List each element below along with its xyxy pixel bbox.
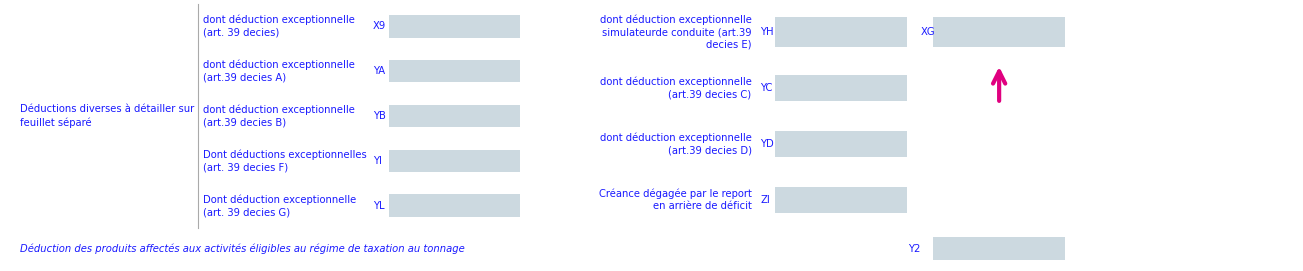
Text: YA: YA <box>373 66 386 76</box>
FancyBboxPatch shape <box>775 75 907 101</box>
Text: Créance dégagée par le report
en arrière de déficit: Créance dégagée par le report en arrière… <box>599 189 752 211</box>
FancyBboxPatch shape <box>775 131 907 157</box>
FancyBboxPatch shape <box>390 150 520 172</box>
Text: dont déduction exceptionnelle
(art. 39 decies): dont déduction exceptionnelle (art. 39 d… <box>203 15 354 38</box>
Text: YD: YD <box>761 139 774 149</box>
Text: dont déduction exceptionnelle
(art.39 decies A): dont déduction exceptionnelle (art.39 de… <box>203 60 354 83</box>
Text: dont déduction exceptionnelle
simulateurde conduite (art.39
decies E): dont déduction exceptionnelle simulateur… <box>599 14 752 50</box>
Text: YL: YL <box>373 201 384 211</box>
Text: ZI: ZI <box>761 195 770 205</box>
Text: X9: X9 <box>373 21 387 31</box>
Text: Y2: Y2 <box>908 244 920 253</box>
FancyBboxPatch shape <box>933 237 1065 260</box>
Text: dont déduction exceptionnelle
(art.39 decies C): dont déduction exceptionnelle (art.39 de… <box>599 76 752 99</box>
Text: YC: YC <box>761 83 773 93</box>
Text: dont déduction exceptionnelle
(art.39 decies B): dont déduction exceptionnelle (art.39 de… <box>203 105 354 127</box>
Text: Déduction des produits affectés aux activités éligibles au régime de taxation au: Déduction des produits affectés aux acti… <box>21 243 465 254</box>
FancyBboxPatch shape <box>390 194 520 217</box>
Text: Dont déduction exceptionnelle
(art. 39 decies G): Dont déduction exceptionnelle (art. 39 d… <box>203 194 357 217</box>
Text: XG: XG <box>921 27 936 37</box>
FancyBboxPatch shape <box>775 188 907 213</box>
Text: YI: YI <box>373 156 382 166</box>
FancyBboxPatch shape <box>390 15 520 38</box>
FancyBboxPatch shape <box>933 17 1065 47</box>
Text: Déductions diverses à détailler sur
feuillet séparé: Déductions diverses à détailler sur feui… <box>20 104 194 128</box>
Text: YH: YH <box>761 27 774 37</box>
FancyBboxPatch shape <box>390 60 520 82</box>
FancyBboxPatch shape <box>390 105 520 127</box>
FancyBboxPatch shape <box>775 17 907 47</box>
Text: Dont déductions exceptionnelles
(art. 39 decies F): Dont déductions exceptionnelles (art. 39… <box>203 149 367 172</box>
Text: YB: YB <box>373 111 386 121</box>
Text: dont déduction exceptionnelle
(art.39 decies D): dont déduction exceptionnelle (art.39 de… <box>599 133 752 156</box>
